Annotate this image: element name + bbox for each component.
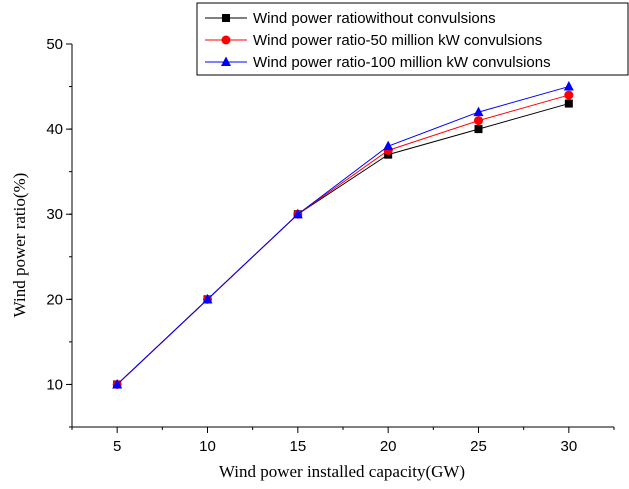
data-point (292, 208, 303, 219)
data-point (474, 116, 483, 126)
series-2 (112, 90, 574, 389)
data-point (564, 99, 573, 108)
y-tick-label: 50 (46, 36, 63, 53)
data-point (202, 293, 213, 304)
x-tick-label: 15 (289, 438, 306, 455)
data-point (563, 81, 574, 91)
legend-box (196, 2, 629, 76)
x-axis-ticks: 5 10 15 20 25 30 (71, 427, 615, 455)
series-3 (112, 81, 574, 389)
x-tick-label: 25 (470, 438, 487, 455)
y-tick-label: 20 (46, 291, 63, 308)
y-tick-label: 10 (46, 376, 63, 393)
x-tick-label: 10 (199, 438, 216, 455)
data-point (474, 125, 483, 134)
legend-item: Wind power ratiowithout convulsions (205, 10, 496, 27)
y-axis-title: Wind power ratio(%) (10, 173, 29, 318)
series-1 (113, 99, 573, 389)
legend-item: Wind power ratio-50 million kW convulsio… (205, 32, 542, 49)
y-tick-label: 30 (46, 206, 63, 223)
x-tick-label: 20 (380, 438, 397, 455)
legend-label: Wind power ratio-100 million kW convulsi… (253, 54, 551, 71)
data-point (383, 140, 394, 151)
legend: Wind power ratiowithout convulsions Wind … (196, 2, 629, 76)
legend-marker (221, 35, 231, 45)
data-point (564, 90, 574, 100)
y-tick-label: 40 (46, 121, 63, 138)
series-line (116, 103, 569, 385)
x-axis-title: Wind power installed capacity(GW) (219, 462, 465, 481)
series-line (116, 94, 569, 385)
data-point (473, 106, 484, 117)
plot-frame (71, 44, 614, 428)
series-line (116, 86, 569, 385)
data-point (112, 378, 123, 389)
legend-marker (221, 56, 231, 66)
x-tick-label: 5 (113, 438, 121, 455)
legend-label: Wind power ratiowithout convulsions (253, 10, 496, 27)
legend-label: Wind power ratio-50 million kW convulsio… (253, 32, 542, 49)
legend-item: Wind power ratio-100 million kW convulsi… (205, 54, 551, 71)
x-tick-label: 30 (560, 438, 577, 455)
y-axis-ticks: 10 20 30 40 50 (46, 36, 72, 428)
series-layer (112, 81, 574, 389)
legend-marker (222, 14, 230, 22)
